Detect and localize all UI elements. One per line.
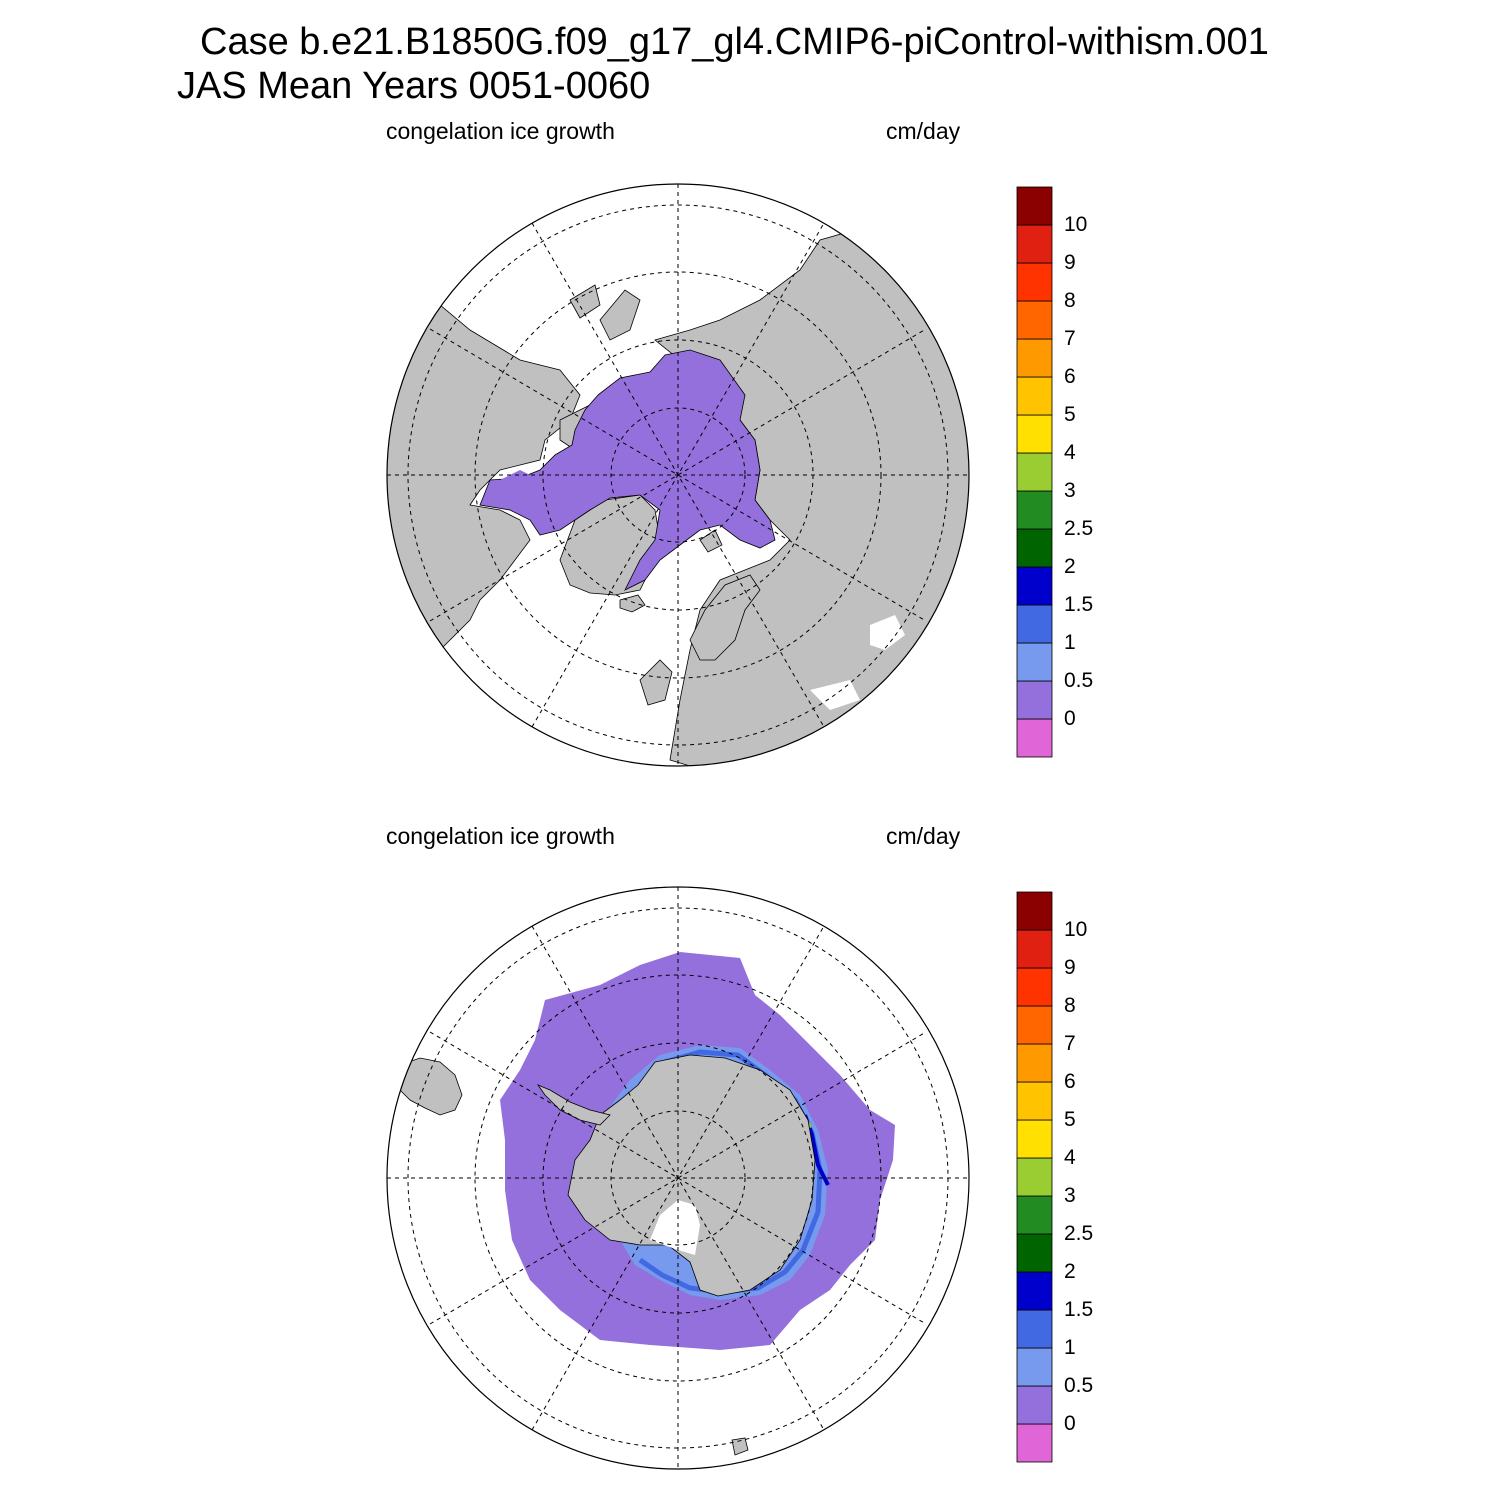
south-panel-units-label: cm/day	[886, 823, 961, 849]
south-colorbar-cell	[1016, 1347, 1053, 1387]
antarctic-peninsula-land	[536, 1084, 611, 1126]
north-colorbar-tick-label: 6	[1064, 365, 1076, 388]
south-colorbar-cell	[1016, 967, 1053, 1007]
north-colorbar-cell	[1016, 300, 1053, 340]
scandinavia-land	[689, 574, 761, 661]
north-colorbar-cell	[1016, 224, 1053, 264]
south-america-land	[399, 1057, 463, 1116]
british-isles-land	[639, 659, 673, 706]
north-colorbar-tick-label: 9	[1064, 251, 1076, 274]
north-colorbar-cell	[1016, 718, 1053, 758]
south-colorbar-tick-label: 0	[1064, 1412, 1076, 1435]
south-colorbar-tick-label: 7	[1064, 1032, 1076, 1055]
north-colorbar-tick-label: 10	[1064, 213, 1088, 236]
south-polar-map	[386, 886, 970, 1470]
north-colorbar-tick-label: 0	[1064, 707, 1076, 730]
south-colorbar	[1016, 891, 1053, 1463]
north-colorbar-cell	[1016, 262, 1053, 302]
north-colorbar-cell	[1016, 186, 1053, 226]
south-colorbar-tick-label: 1	[1064, 1336, 1076, 1359]
north-colorbar-tick-label: 8	[1064, 289, 1076, 312]
north-colorbar-cell	[1016, 452, 1053, 492]
north-colorbar-cell	[1016, 490, 1053, 530]
south-colorbar-cell	[1016, 1271, 1053, 1311]
south-colorbar-tick-label: 8	[1064, 994, 1076, 1017]
north-colorbar-cell	[1016, 680, 1053, 720]
north-colorbar-tick-label: 5	[1064, 403, 1076, 426]
north-colorbar-cell	[1016, 376, 1053, 416]
north-america-land	[387, 304, 581, 651]
south-colorbar-cell	[1016, 1081, 1053, 1121]
south-colorbar-cell	[1016, 929, 1053, 969]
south-colorbar-tick-label: 3	[1064, 1184, 1076, 1207]
south-panel-variable-label: congelation ice growth	[386, 823, 615, 849]
north-polar-map	[386, 183, 970, 767]
south-colorbar-cell	[1016, 1309, 1053, 1349]
north-colorbar-tick-label: 7	[1064, 327, 1076, 350]
figure-title-case: Case b.e21.B1850G.f09_g17_gl4.CMIP6-piCo…	[200, 21, 1269, 63]
north-colorbar-tick-label: 3	[1064, 479, 1076, 502]
south-colorbar-tick-label: 2.5	[1064, 1222, 1094, 1245]
south-colorbar-cell	[1016, 1119, 1053, 1159]
north-panel-units-label: cm/day	[886, 118, 961, 144]
north-colorbar-cell	[1016, 604, 1053, 644]
north-colorbar-tick-label: 4	[1064, 441, 1076, 464]
figure-title-period: JAS Mean Years 0051-0060	[177, 65, 651, 107]
south-colorbar-cell	[1016, 1385, 1053, 1425]
south-colorbar-cell	[1016, 1195, 1053, 1235]
south-colorbar-cell	[1016, 891, 1053, 931]
north-colorbar-tick-label: 1.5	[1064, 593, 1094, 616]
south-colorbar-tick-label: 4	[1064, 1146, 1076, 1169]
south-colorbar-cell	[1016, 1423, 1053, 1463]
south-colorbar-cell	[1016, 1233, 1053, 1273]
south-colorbar-cell	[1016, 1005, 1053, 1045]
north-colorbar-cell	[1016, 528, 1053, 568]
south-colorbar-tick-label: 0.5	[1064, 1374, 1094, 1397]
south-colorbar-cell	[1016, 1157, 1053, 1197]
north-colorbar-cell	[1016, 338, 1053, 378]
antarctica-land	[567, 1054, 816, 1297]
north-colorbar-tick-label: 2	[1064, 555, 1076, 578]
south-colorbar-tick-label: 10	[1064, 918, 1088, 941]
south-colorbar-tick-label: 6	[1064, 1070, 1076, 1093]
north-colorbar	[1016, 186, 1053, 758]
north-colorbar-cell	[1016, 414, 1053, 454]
south-colorbar-cell	[1016, 1043, 1053, 1083]
south-colorbar-tick-label: 2	[1064, 1260, 1076, 1283]
north-colorbar-tick-label: 2.5	[1064, 517, 1094, 540]
north-panel-variable-label: congelation ice growth	[386, 118, 615, 144]
north-colorbar-cell	[1016, 566, 1053, 606]
north-colorbar-cell	[1016, 642, 1053, 682]
north-colorbar-tick-label: 0.5	[1064, 669, 1094, 692]
south-colorbar-tick-label: 9	[1064, 956, 1076, 979]
south-colorbar-tick-label: 5	[1064, 1108, 1076, 1131]
north-colorbar-tick-label: 1	[1064, 631, 1076, 654]
south-colorbar-tick-label: 1.5	[1064, 1298, 1094, 1321]
